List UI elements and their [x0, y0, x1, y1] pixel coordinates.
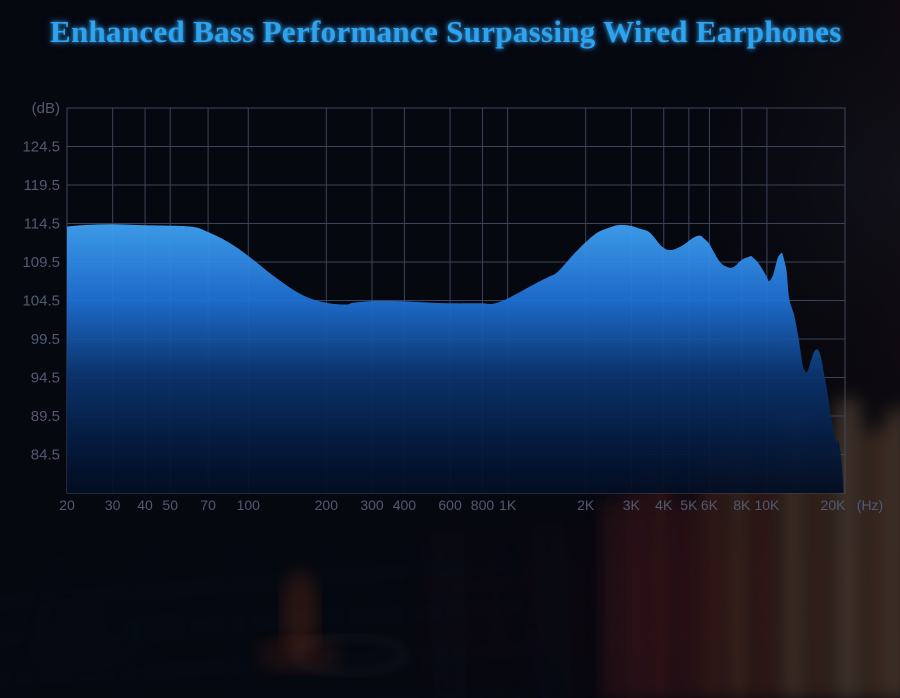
svg-text:20: 20 [59, 497, 75, 513]
svg-text:(Hz): (Hz) [857, 497, 883, 513]
svg-text:40: 40 [137, 497, 153, 513]
svg-text:94.5: 94.5 [31, 370, 60, 387]
svg-text:600: 600 [438, 497, 462, 513]
svg-text:3K: 3K [623, 497, 641, 513]
svg-text:20K: 20K [821, 497, 847, 513]
svg-text:50: 50 [162, 497, 178, 513]
svg-text:109.5: 109.5 [22, 254, 60, 271]
svg-text:114.5: 114.5 [24, 216, 60, 233]
svg-text:300: 300 [360, 497, 384, 513]
svg-text:30: 30 [105, 497, 121, 513]
svg-text:104.5: 104.5 [22, 293, 60, 310]
svg-text:2K: 2K [577, 497, 595, 513]
svg-text:10K: 10K [754, 497, 780, 513]
svg-text:4K: 4K [655, 497, 673, 513]
svg-text:200: 200 [315, 497, 339, 513]
svg-text:124.5: 124.5 [22, 139, 60, 156]
svg-text:99.5: 99.5 [31, 331, 60, 348]
svg-text:70: 70 [200, 497, 216, 513]
svg-text:5K: 5K [680, 497, 698, 513]
svg-text:100: 100 [237, 497, 261, 513]
svg-text:84.5: 84.5 [31, 447, 60, 464]
svg-text:8K: 8K [733, 497, 751, 513]
svg-text:(dB): (dB) [32, 100, 60, 117]
svg-text:1K: 1K [499, 497, 517, 513]
svg-text:800: 800 [471, 497, 495, 513]
svg-text:400: 400 [393, 497, 417, 513]
svg-text:6K: 6K [701, 497, 719, 513]
svg-text:89.5: 89.5 [31, 408, 60, 425]
svg-text:119.5: 119.5 [24, 177, 60, 194]
